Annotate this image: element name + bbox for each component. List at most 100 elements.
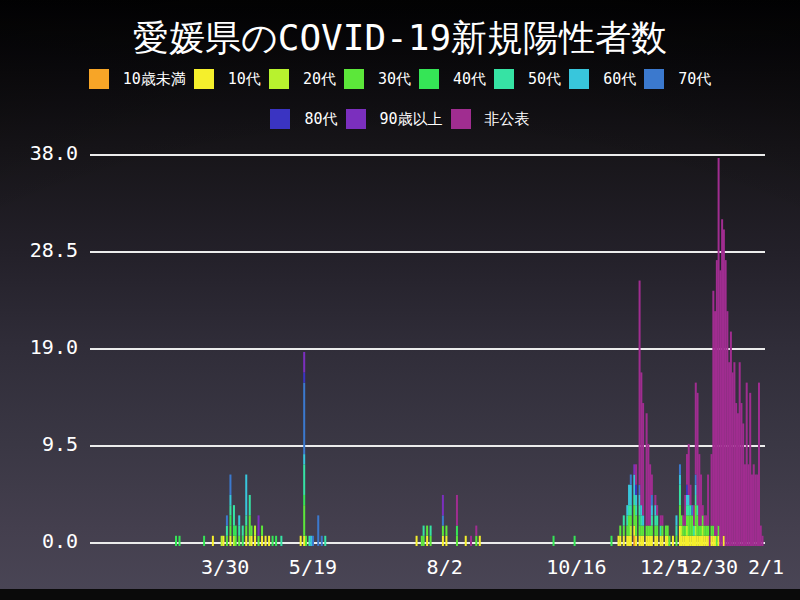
- bar-day-259-series-7: [630, 475, 632, 485]
- bar-day-274-series-3: [656, 526, 658, 536]
- bar-day-330-series-10: [754, 475, 756, 546]
- bar-day-303-series-1: [707, 536, 709, 546]
- bar-day-264-series-5: [639, 505, 641, 515]
- bars-layer: [0, 0, 800, 600]
- bar-day-43-series-1: [251, 536, 253, 546]
- bar-day-329-series-10: [753, 464, 755, 546]
- bar-day-295-series-1: [693, 536, 695, 546]
- bar-day-299-series-1: [700, 536, 702, 546]
- bar-day-300-series-10: [702, 505, 704, 515]
- bar-day-300-series-3: [702, 515, 704, 525]
- bar-day-306-series-1: [712, 536, 714, 546]
- bar-day-290-series-10: [684, 495, 686, 526]
- bar-day-262-series-3: [635, 515, 637, 535]
- bar-day-31-series-5: [229, 505, 231, 515]
- bar-day-334-series-10: [762, 536, 764, 546]
- bar-day-290-series-1: [684, 536, 686, 546]
- bar-day-36-series-3: [238, 536, 240, 546]
- bar-day-40-series-6: [245, 475, 247, 516]
- bar-day-265-series-10: [640, 372, 642, 505]
- bar-day-313-series-10: [725, 260, 727, 546]
- bar-day-73-series-1: [303, 536, 305, 546]
- bar-day-264-series-7: [639, 485, 641, 495]
- bar-day-308-series-10: [716, 260, 718, 536]
- bar-day-289-series-1: [682, 536, 684, 546]
- bar-day-137-series-1: [416, 536, 418, 546]
- bar-day-266-series-1: [642, 536, 644, 546]
- bar-day-320-series-10: [737, 413, 739, 546]
- bar-day-160-series-4: [456, 526, 458, 536]
- bar-day-257-series-6: [626, 505, 628, 515]
- bar-day-321-series-10: [739, 362, 741, 546]
- bar-day-297-series-3: [697, 515, 699, 535]
- bar-day-305-series-10: [711, 454, 713, 525]
- bar-day-255-series-1: [623, 536, 625, 546]
- bar-day-171-series-10: [475, 526, 477, 536]
- bar-day-271-series-5: [651, 515, 653, 525]
- bar-day-301-series-10: [704, 515, 706, 525]
- bar-day-81-series-7: [317, 515, 319, 546]
- bar-day-280-series-1: [667, 536, 669, 546]
- bar-day-38-series-5: [242, 526, 244, 536]
- bar-day-29-series-7: [226, 515, 228, 525]
- bar-day-306-series-10: [712, 291, 714, 526]
- bar-day-253-series-1: [619, 536, 621, 546]
- bar-day-269-series-3: [647, 526, 649, 536]
- bar-day-168-series-10: [470, 536, 472, 546]
- bar-day-261-series-9: [633, 464, 635, 474]
- bar-day-297-series-5: [697, 505, 699, 515]
- bar-day-31-series-7: [229, 475, 231, 495]
- bar-day-297-series-1: [697, 536, 699, 546]
- bar-day-264-series-4: [639, 515, 641, 525]
- bar-day-271-series-6: [651, 505, 653, 515]
- bar-day-288-series-3: [681, 515, 683, 525]
- bar-day-288-series-1: [681, 536, 683, 546]
- bar-day-299-series-10: [700, 475, 702, 526]
- bar-day-314-series-10: [726, 311, 728, 546]
- bar-day-268-series-1: [646, 536, 648, 546]
- bar-day-26-series-2: [221, 536, 223, 546]
- bar-day-152-series-3: [442, 526, 444, 536]
- bar-day-296-series-3: [695, 505, 697, 525]
- bar-day-154-series-3: [445, 526, 447, 536]
- bar-day-47-series-3: [258, 536, 260, 546]
- bar-day-285-series-3: [675, 536, 677, 546]
- bar-day-76-series-5: [308, 536, 310, 546]
- bar-day-333-series-10: [760, 526, 762, 546]
- bar-day-71-series-1: [300, 536, 302, 546]
- bar-day-165-series-1: [465, 536, 467, 546]
- bar-day-293-series-5: [690, 505, 692, 515]
- bar-day-269-series-10: [647, 444, 649, 526]
- bar-day-268-series-10: [646, 413, 648, 525]
- bar-day-143-series-1: [426, 536, 428, 546]
- bar-day-324-series-10: [744, 464, 746, 546]
- bar-day-21-series-1: [212, 536, 214, 546]
- bar-day-277-series-10: [661, 515, 663, 525]
- bar-day-258-series-3: [628, 515, 630, 535]
- bar-day-51-series-1: [265, 536, 267, 546]
- bar-day-34-series-4: [235, 526, 237, 536]
- bar-day-298-series-1: [698, 536, 700, 546]
- bar-day-31-series-4: [229, 515, 231, 525]
- bar-day-299-series-3: [700, 526, 702, 536]
- bar-day-294-series-3: [691, 515, 693, 535]
- bar-day-55-series-4: [272, 536, 274, 546]
- bar-day-36-series-6: [238, 515, 240, 525]
- bar-day-152-series-7: [442, 515, 444, 525]
- bar-day-308-series-3: [716, 536, 718, 546]
- bar-day-318-series-10: [733, 362, 735, 546]
- bar-day-276-series-10: [660, 515, 662, 525]
- bar-day-73-series-7: [303, 383, 305, 454]
- bar-day-29-series-5: [226, 526, 228, 536]
- bar-day-262-series-1: [635, 536, 637, 546]
- bar-day-257-series-5: [626, 515, 628, 525]
- bar-day-261-series-3: [633, 505, 635, 525]
- bar-day-296-series-10: [695, 383, 697, 475]
- bar-day-266-series-3: [642, 526, 644, 536]
- bar-day-305-series-3: [711, 526, 713, 536]
- bar-day-292-series-6: [688, 495, 690, 505]
- bar-day-264-series-6: [639, 495, 641, 505]
- bar-day-258-series-6: [628, 485, 630, 505]
- bar-day-265-series-1: [640, 536, 642, 546]
- bar-day-268-series-3: [646, 526, 648, 536]
